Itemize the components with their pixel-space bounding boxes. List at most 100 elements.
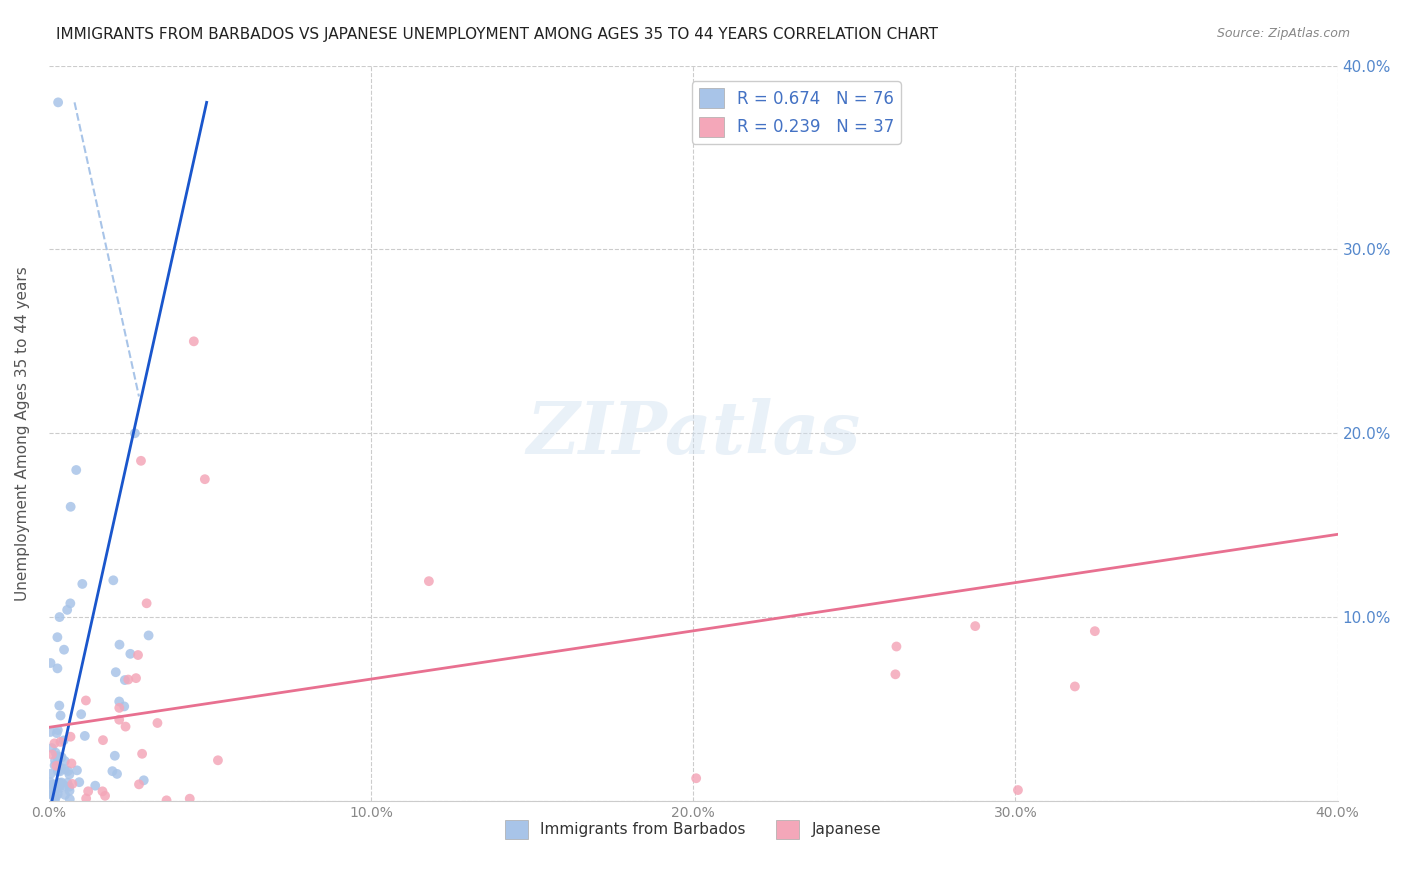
Point	[94, 789, 117, 803]
Point	[46, 95, 69, 110]
Point	[77, 784, 100, 798]
Point	[42, 789, 65, 803]
Point	[105, 767, 128, 781]
Point	[965, 619, 987, 633]
Point	[138, 628, 160, 642]
Point	[104, 665, 127, 680]
Point	[91, 733, 114, 747]
Text: ZIPatlas: ZIPatlas	[526, 398, 860, 468]
Point	[72, 577, 94, 591]
Text: IMMIGRANTS FROM BARBADOS VS JAPANESE UNEMPLOYMENT AMONG AGES 35 TO 44 YEARS CORR: IMMIGRANTS FROM BARBADOS VS JAPANESE UNE…	[56, 27, 938, 42]
Point	[112, 699, 135, 714]
Point	[39, 725, 62, 739]
Point	[124, 426, 146, 441]
Point	[108, 713, 131, 727]
Point	[75, 791, 97, 805]
Point	[75, 693, 97, 707]
Point	[46, 787, 69, 801]
Point	[886, 640, 908, 654]
Point	[59, 792, 82, 806]
Point	[46, 630, 69, 644]
Point	[42, 788, 65, 802]
Point	[60, 777, 83, 791]
Point	[44, 778, 66, 792]
Point	[44, 736, 66, 750]
Point	[84, 779, 107, 793]
Point	[44, 794, 66, 808]
Point	[194, 472, 217, 486]
Point	[108, 694, 131, 708]
Point	[91, 784, 114, 798]
Point	[48, 610, 70, 624]
Point	[114, 673, 136, 687]
Point	[44, 758, 66, 772]
Point	[49, 750, 72, 764]
Point	[104, 748, 127, 763]
Point	[41, 741, 63, 756]
Point	[884, 667, 907, 681]
Point	[56, 776, 79, 790]
Point	[131, 747, 153, 761]
Point	[49, 764, 72, 779]
Point	[52, 779, 75, 793]
Point	[58, 767, 80, 781]
Point	[1084, 624, 1107, 639]
Point	[125, 671, 148, 685]
Point	[46, 661, 69, 675]
Point	[39, 783, 62, 797]
Point	[44, 754, 66, 768]
Point	[42, 785, 65, 799]
Point	[39, 766, 62, 780]
Point	[59, 596, 82, 610]
Point	[45, 789, 67, 804]
Point	[59, 500, 82, 514]
Point	[45, 749, 67, 764]
Point	[1007, 783, 1029, 797]
Point	[70, 707, 93, 722]
Point	[108, 701, 131, 715]
Point	[53, 762, 76, 776]
Legend: Immigrants from Barbados, Japanese: Immigrants from Barbados, Japanese	[499, 814, 887, 845]
Point	[49, 776, 72, 790]
Point	[46, 750, 69, 764]
Point	[49, 708, 72, 723]
Point	[52, 733, 75, 747]
Point	[39, 775, 62, 789]
Point	[49, 735, 72, 749]
Point	[51, 750, 73, 764]
Point	[41, 747, 63, 762]
Point	[183, 334, 205, 349]
Point	[60, 756, 83, 771]
Point	[46, 780, 69, 794]
Point	[53, 788, 76, 802]
Point	[41, 778, 63, 792]
Point	[132, 773, 155, 788]
Point	[155, 793, 177, 807]
Point	[101, 764, 124, 779]
Point	[48, 698, 70, 713]
Point	[44, 746, 66, 760]
Point	[65, 463, 87, 477]
Point	[49, 761, 72, 775]
Point	[127, 648, 149, 662]
Point	[48, 781, 70, 796]
Point	[114, 720, 136, 734]
Point	[48, 776, 70, 790]
Point	[128, 777, 150, 791]
Point	[45, 759, 67, 773]
Point	[46, 723, 69, 737]
Point	[66, 764, 89, 778]
Point	[146, 716, 169, 731]
Point	[44, 780, 66, 794]
Point	[44, 778, 66, 792]
Point	[179, 791, 201, 805]
Point	[39, 656, 62, 670]
Point	[56, 603, 79, 617]
Point	[58, 783, 80, 797]
Point	[103, 574, 125, 588]
Point	[51, 775, 73, 789]
Point	[56, 764, 79, 778]
Point	[207, 753, 229, 767]
Y-axis label: Unemployment Among Ages 35 to 44 years: Unemployment Among Ages 35 to 44 years	[15, 266, 30, 600]
Point	[58, 780, 80, 794]
